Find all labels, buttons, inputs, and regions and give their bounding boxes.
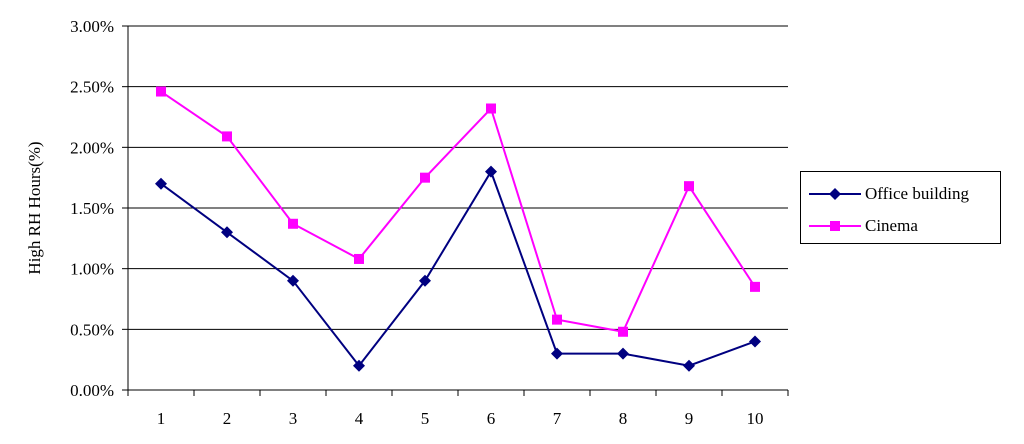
data-point xyxy=(353,359,365,372)
legend-item-office-building: Office building xyxy=(801,183,1001,205)
data-point xyxy=(485,165,497,178)
x-tick-label: 5 xyxy=(421,409,430,428)
data-point xyxy=(552,314,562,325)
x-tick-label: 10 xyxy=(747,409,764,428)
series-line xyxy=(160,169,756,368)
x-tick-label: 8 xyxy=(619,409,628,428)
x-tick-label: 9 xyxy=(685,409,694,428)
series-line xyxy=(160,90,756,333)
y-tick-label: 0.50% xyxy=(70,320,114,339)
data-point xyxy=(354,253,364,264)
legend-marker-diamond-icon xyxy=(809,188,861,200)
legend-marker-square-icon xyxy=(809,221,861,231)
data-point xyxy=(749,335,761,348)
legend-item-cinema: Cinema xyxy=(801,215,1001,237)
y-tick-label: 1.50% xyxy=(70,199,114,218)
data-point xyxy=(221,226,233,239)
data-point xyxy=(156,86,166,97)
y-tick-labels: 0.00% 0.50% 1.00% 1.50% 2.00% 2.50% 3.00% xyxy=(70,17,114,400)
x-tick-label: 2 xyxy=(223,409,232,428)
x-tick-label: 6 xyxy=(487,409,496,428)
legend: Office building Cinema xyxy=(800,171,1001,244)
y-tick-label: 1.00% xyxy=(70,260,114,279)
x-tick-label: 1 xyxy=(157,409,166,428)
data-point xyxy=(287,274,299,287)
x-tick-label: 4 xyxy=(355,409,364,428)
data-point xyxy=(617,347,629,360)
data-point xyxy=(618,326,628,337)
series-0 xyxy=(155,165,761,372)
y-tick-label: 2.00% xyxy=(70,138,114,157)
data-point xyxy=(486,103,496,114)
data-point xyxy=(222,131,232,142)
series-lines xyxy=(155,86,761,372)
y-tick-label: 2.50% xyxy=(70,78,114,97)
y-tick-label: 0.00% xyxy=(70,381,114,400)
series-1 xyxy=(156,86,760,337)
axes xyxy=(122,25,789,396)
legend-label: Cinema xyxy=(865,216,918,235)
y-tick-label: 3.00% xyxy=(70,17,114,36)
data-point xyxy=(420,172,430,183)
gridlines xyxy=(128,25,788,330)
x-tick-labels: 1 2 3 4 5 6 7 8 9 10 xyxy=(157,409,764,428)
legend-label: Office building xyxy=(865,184,970,203)
data-point xyxy=(155,177,167,190)
data-point xyxy=(683,359,695,372)
y-axis-label: High RH Hours(%) xyxy=(25,141,44,274)
x-tick-label: 7 xyxy=(553,409,562,428)
x-tick-label: 3 xyxy=(289,409,298,428)
data-point xyxy=(750,281,760,292)
data-point xyxy=(684,181,694,192)
data-point xyxy=(419,274,431,287)
data-point xyxy=(551,347,563,360)
data-point xyxy=(288,218,298,229)
